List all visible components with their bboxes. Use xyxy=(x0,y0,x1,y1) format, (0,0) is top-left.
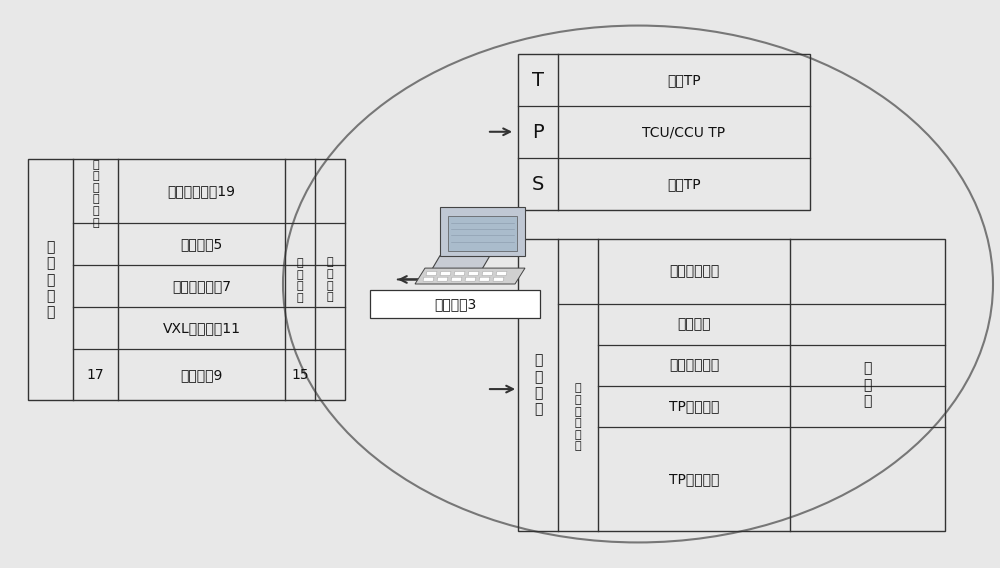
Text: TP开发平台: TP开发平台 xyxy=(669,472,719,486)
Text: 程
控
接
口: 程 控 接 口 xyxy=(297,258,303,303)
Polygon shape xyxy=(440,207,525,256)
Bar xyxy=(518,54,810,210)
Text: S: S xyxy=(532,175,544,194)
Text: 自棆TP: 自棆TP xyxy=(667,73,701,87)
Text: 标
准
测
试
接
口: 标 准 测 试 接 口 xyxy=(92,160,99,228)
Polygon shape xyxy=(468,272,479,275)
Text: TCU/CCU TP: TCU/CCU TP xyxy=(642,126,726,139)
Bar xyxy=(28,159,345,400)
Text: 系统使用帮助: 系统使用帮助 xyxy=(669,264,719,278)
Polygon shape xyxy=(430,256,490,273)
Polygon shape xyxy=(454,272,465,275)
Text: P: P xyxy=(532,123,544,142)
Polygon shape xyxy=(415,268,525,284)
Polygon shape xyxy=(479,277,490,281)
Text: 加电控制组件19: 加电控制组件19 xyxy=(167,184,236,198)
Polygon shape xyxy=(426,272,437,275)
Polygon shape xyxy=(437,277,448,281)
Text: 测试仪刨5: 测试仪刨5 xyxy=(180,237,223,251)
Text: 主控计算3: 主控计算3 xyxy=(434,297,476,311)
Text: VXL总线仪刨11: VXL总线仪刨11 xyxy=(162,321,240,335)
Text: 系
统
软
件: 系 统 软 件 xyxy=(534,353,542,416)
Polygon shape xyxy=(440,272,451,275)
Text: 综合信息查询: 综合信息查询 xyxy=(669,358,719,372)
Text: 数
据
库: 数 据 库 xyxy=(863,362,872,408)
Text: 硬
件
接
口: 硬 件 接 口 xyxy=(327,257,333,302)
Polygon shape xyxy=(451,277,462,281)
Bar xyxy=(370,290,540,318)
Polygon shape xyxy=(423,277,434,281)
Text: 17: 17 xyxy=(87,368,104,382)
Text: 15: 15 xyxy=(291,368,309,382)
Polygon shape xyxy=(448,216,517,251)
Text: 测
试
适
配
器: 测 试 适 配 器 xyxy=(46,240,55,319)
Text: TP执行平台: TP执行平台 xyxy=(669,399,719,414)
Polygon shape xyxy=(493,277,504,281)
Text: 板级TP: 板级TP xyxy=(667,177,701,191)
Polygon shape xyxy=(482,272,493,275)
Bar xyxy=(518,239,945,531)
Text: 程控电囩9: 程控电囩9 xyxy=(180,368,223,382)
Text: T: T xyxy=(532,70,544,90)
Text: 信号调理组件7: 信号调理组件7 xyxy=(172,279,231,293)
Text: 系统校准: 系统校准 xyxy=(677,318,711,331)
Polygon shape xyxy=(496,272,507,275)
Text: 软
件
设
置
管
理: 软 件 设 置 管 理 xyxy=(575,383,581,452)
Polygon shape xyxy=(465,277,476,281)
